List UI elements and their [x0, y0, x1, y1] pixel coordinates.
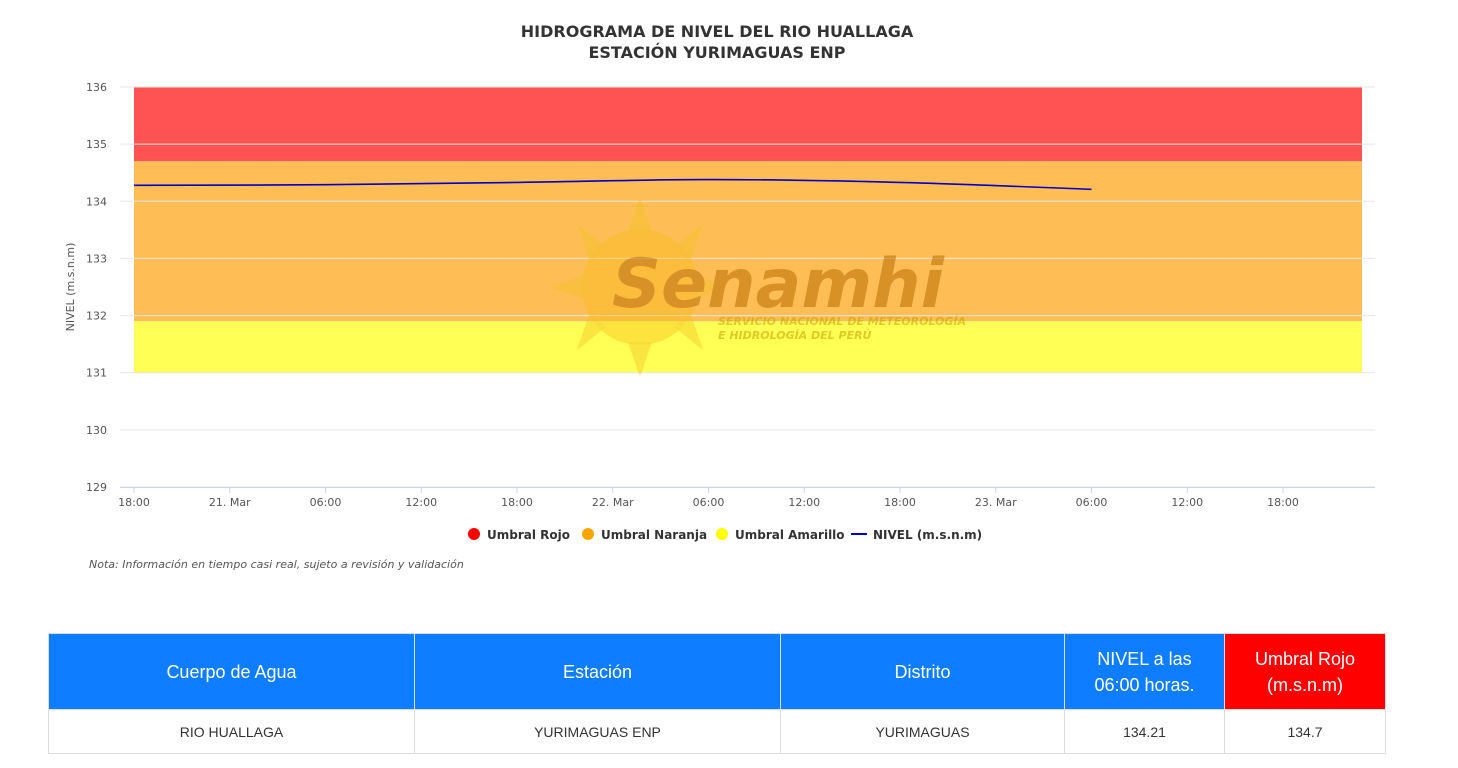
header-estacion: Estación	[414, 633, 781, 710]
grid-lines	[120, 86, 1375, 488]
x-tick-label: 06:00	[693, 496, 725, 509]
chart-note: Nota: Información en tiempo casi real, s…	[89, 558, 464, 571]
chart-title-line2: ESTACIÓN YURIMAGUAS ENP	[588, 43, 845, 62]
legend-label-umbral-naranja: Umbral Naranja	[601, 528, 707, 542]
y-tick-label: 134	[86, 195, 107, 208]
sun-icon	[550, 197, 730, 377]
y-tick-label: 130	[86, 424, 107, 437]
x-tick-label: 21. Mar	[209, 496, 251, 509]
cell-cuerpo-de-agua: RIO HUALLAGA	[48, 709, 415, 754]
y-tick-label: 131	[86, 367, 107, 380]
legend-marker-umbral-naranja	[582, 528, 594, 540]
y-tick-label: 136	[86, 81, 107, 94]
band-umbral-amarillo	[134, 321, 1362, 373]
hydrograph-chart: HIDROGRAMA DE NIVEL DEL RIO HUALLAGA EST…	[64, 22, 1375, 571]
header-nivel: NIVEL a las 06:00 horas.	[1064, 633, 1225, 710]
y-tick-label: 133	[86, 252, 107, 265]
x-tick-label: 18:00	[884, 496, 916, 509]
station-info-table: Cuerpo de Agua Estación Distrito NIVEL a…	[48, 633, 1386, 754]
y-axis-title: NIVEL (m.s.n.m)	[64, 243, 77, 332]
x-tick-label: 12:00	[788, 496, 820, 509]
y-tick-label: 135	[86, 138, 107, 151]
table-header-row: Cuerpo de Agua Estación Distrito NIVEL a…	[48, 633, 1386, 710]
x-tick-label: 18:00	[501, 496, 533, 509]
series-layer	[133, 178, 1092, 191]
x-tick-label: 18:00	[1267, 496, 1299, 509]
legend-label-umbral-amarillo: Umbral Amarillo	[735, 528, 845, 542]
y-tick-label: 129	[86, 481, 107, 494]
logo-subtitle-line1: SERVICIO NACIONAL DE METEOROLOGÍA	[718, 315, 966, 328]
logo-subtitle-line2: E HIDROLOGÍA DEL PERÚ	[718, 329, 872, 342]
legend-marker-umbral-amarillo	[716, 528, 728, 540]
band-umbral-naranja	[134, 161, 1362, 322]
x-tick-label: 12:00	[1171, 496, 1203, 509]
x-tick-label: 18:00	[118, 496, 150, 509]
band-umbral-rojo	[134, 87, 1362, 162]
cell-distrito: YURIMAGUAS	[780, 709, 1065, 754]
x-axis-ticks: 18:00 21. Mar 06:00 12:00 18:00 22. Mar 06:00 1…	[118, 487, 1299, 509]
logo-wordmark: Senamhi	[612, 245, 946, 324]
x-tick-label: 12:00	[405, 496, 437, 509]
legend-marker-umbral-rojo	[468, 528, 480, 540]
chart-title-line1: HIDROGRAMA DE NIVEL DEL RIO HUALLAGA	[521, 22, 914, 41]
y-tick-label: 132	[86, 310, 107, 323]
x-tick-label: 23. Mar	[975, 496, 1017, 509]
x-tick-label: 06:00	[310, 496, 342, 509]
y-axis-ticks: 129 130 131 132 133 134 135 136	[86, 81, 107, 494]
series-line-nivel	[133, 178, 1092, 191]
header-distrito: Distrito	[780, 633, 1065, 710]
cell-umbral-rojo: 134.7	[1224, 709, 1386, 754]
cell-estacion: YURIMAGUAS ENP	[414, 709, 781, 754]
senamhi-logo-watermark: Senamhi SERVICIO NACIONAL DE METEOROLOGÍ…	[550, 197, 966, 377]
chart-legend: Umbral Rojo Umbral Naranja Umbral Amarillo…	[468, 528, 982, 542]
legend-label-nivel-m-s-n-m: NIVEL (m.s.n.m)	[873, 528, 982, 542]
x-tick-label: 06:00	[1076, 496, 1108, 509]
legend-label-umbral-rojo: Umbral Rojo	[487, 528, 570, 542]
threshold-bands	[134, 87, 1362, 373]
header-umbral-rojo: Umbral Rojo (m.s.n.m)	[1224, 633, 1386, 710]
table-row: RIO HUALLAGA YURIMAGUAS ENP YURIMAGUAS 1…	[48, 709, 1386, 754]
x-tick-label: 22. Mar	[592, 496, 634, 509]
header-cuerpo-de-agua: Cuerpo de Agua	[48, 633, 415, 710]
cell-nivel: 134.21	[1064, 709, 1225, 754]
